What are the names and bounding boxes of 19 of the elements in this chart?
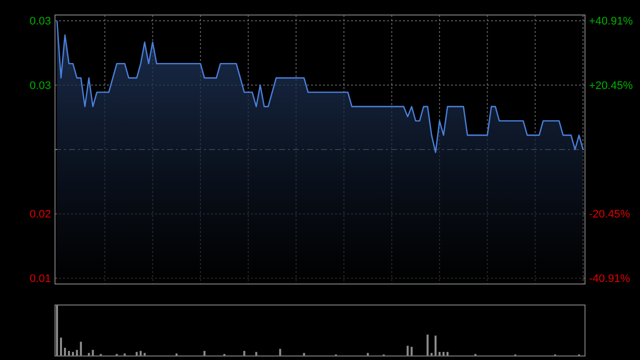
- bar: [56, 305, 58, 356]
- bar: [60, 338, 62, 356]
- bar: [406, 346, 409, 356]
- bar: [92, 350, 94, 356]
- y-tick-label: 0.01: [30, 273, 51, 286]
- y2-tick-label: -40.91%: [589, 273, 630, 286]
- bar: [426, 334, 429, 356]
- bar: [410, 346, 413, 356]
- y2-tick-label: -20.45%: [589, 208, 630, 221]
- y-tick-label: 0.03: [30, 16, 51, 28]
- y2-tick-label: +40.91%: [589, 16, 633, 28]
- bar: [434, 336, 437, 356]
- bar: [279, 348, 282, 356]
- bar: [80, 342, 82, 356]
- bar: [76, 350, 78, 356]
- y-tick-label: 0.02: [30, 208, 51, 221]
- bar: [64, 348, 66, 356]
- y-tick-label: 0.03: [30, 80, 51, 92]
- y2-tick-label: +20.45%: [589, 80, 633, 92]
